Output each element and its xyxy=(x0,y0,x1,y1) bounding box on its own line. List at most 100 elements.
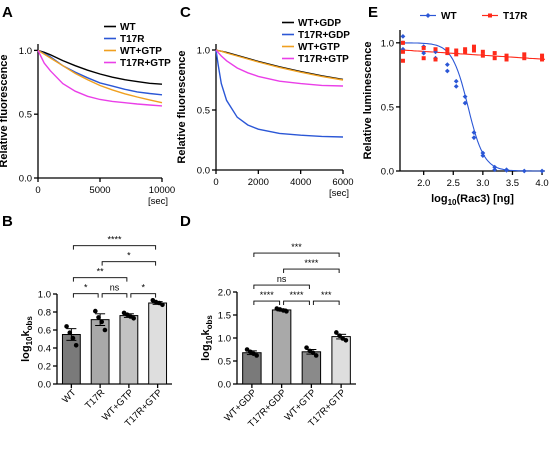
y-tick-label: 1.0 xyxy=(381,38,394,49)
x-axis-unit: [sec] xyxy=(148,196,168,207)
panel-letter-b: B xyxy=(2,213,13,230)
data-point-t17r xyxy=(504,53,509,58)
data-point-t17r xyxy=(492,56,497,61)
x-axis-title-log: log xyxy=(431,193,448,205)
legend-label-t17r: T17R xyxy=(120,34,145,45)
significance-bracket xyxy=(72,277,128,282)
significance-bracket xyxy=(130,293,157,298)
x-tick-label: 2.0 xyxy=(417,178,430,189)
replicate-point-wt xyxy=(73,343,79,348)
significance-bracket xyxy=(312,300,340,306)
x-axis-title-subscript: 10 xyxy=(448,198,457,207)
chart-e-relative-luminescence: 2.0 2.5 3.0 3.5 4.0 0.0 0.5 1.0 Relative lumines… xyxy=(362,11,549,207)
data-point-t17r xyxy=(463,47,468,52)
chart-c-relative-fluorescence: 0 2000 4000 6000 0.0 0.5 1.0 [sec] Relative fluo… xyxy=(176,18,354,199)
x-tick-label-t17r: T17R xyxy=(83,387,107,411)
panel-letter-c: C xyxy=(180,4,191,21)
bar-wt xyxy=(61,334,81,385)
y-axis-title: log10kobs xyxy=(200,315,214,361)
y-tick-label: 0.8 xyxy=(38,308,51,319)
fit-curve-t17r xyxy=(402,49,546,60)
x-tick-label: 3.0 xyxy=(476,178,489,189)
significance-label: **** xyxy=(304,258,319,268)
significance-bracket xyxy=(283,268,340,274)
legend-label-wt-plus-gtp: WT+GTP xyxy=(120,46,162,57)
x-tick-label: 3.5 xyxy=(506,178,519,189)
data-point-wt xyxy=(521,168,527,174)
data-point-t17r xyxy=(445,47,450,52)
data-point-wt xyxy=(444,68,450,74)
data-point-t17r xyxy=(492,51,497,56)
replicate-point-wt-plus-gtp xyxy=(304,345,309,350)
y-tick-label: 1.0 xyxy=(19,46,32,57)
bar-t17r-plus-gtp xyxy=(148,302,168,385)
y-axis-title: Relative fluorescence xyxy=(0,54,10,167)
y-tick-label: 1.0 xyxy=(218,334,231,345)
y-tick-label: 0.5 xyxy=(218,357,231,368)
significance-bracket xyxy=(101,293,128,298)
legend-label-wt-plus-gtp: WT+GTP xyxy=(298,42,340,53)
replicate-point-t17r xyxy=(93,308,98,314)
y-tick-label: 0.0 xyxy=(197,166,210,177)
data-point-wt xyxy=(539,168,545,174)
y-axis-title-part: 10 xyxy=(25,336,34,345)
data-point-wt xyxy=(480,153,486,159)
series-line-t17r xyxy=(37,49,163,96)
panel-letter-e: E xyxy=(368,4,378,21)
significance-bracket xyxy=(283,300,310,306)
significance-bracket xyxy=(253,300,281,306)
data-point-t17r xyxy=(400,58,405,63)
chart-d-log-kobs: 0.00.51.01.52.0log10kobsWT+GDPT17R+GDPWT… xyxy=(200,242,356,430)
significance-label: **** xyxy=(107,235,122,245)
x-tick-label: 0 xyxy=(35,185,40,196)
replicate-point-t17r-plus-gtp xyxy=(334,330,339,335)
bar-t17r-plus-gdp xyxy=(271,309,292,385)
legend-marker-wt xyxy=(425,13,431,18)
y-tick-label: 0.5 xyxy=(19,110,32,121)
data-point-wt xyxy=(471,130,477,135)
y-axis-title-part: k xyxy=(20,329,32,336)
series-line-wt-plus-gtp xyxy=(215,49,344,81)
data-point-wt xyxy=(480,150,486,156)
panel-letter-a: A xyxy=(2,4,13,21)
y-axis-title-part: obs xyxy=(25,316,34,331)
legend-label-wt: WT xyxy=(120,22,136,33)
legend-label-t17r: T17R xyxy=(503,11,528,22)
replicate-point-t17r-plus-gtp xyxy=(337,333,342,339)
data-point-t17r xyxy=(471,44,476,49)
data-point-t17r xyxy=(421,56,426,61)
replicate-point-t17r-plus-gdp xyxy=(284,309,289,314)
y-tick-label: 2.0 xyxy=(218,288,231,299)
x-tick-label-wt: WT xyxy=(60,387,78,405)
significance-bracket xyxy=(253,252,340,258)
chart-a-relative-fluorescence: 0 5000 10000 0.0 0.5 1.0 [sec] Relative fluores… xyxy=(0,22,175,207)
y-tick-label: 0.0 xyxy=(218,380,231,391)
data-point-wt xyxy=(400,34,406,39)
panel-letter-d: D xyxy=(180,213,191,230)
significance-bracket xyxy=(101,261,157,266)
data-point-t17r xyxy=(504,57,509,62)
data-point-wt xyxy=(492,167,498,173)
significance-label: *** xyxy=(321,290,332,300)
replicate-point-t17r-plus-gtp xyxy=(160,302,165,308)
x-tick-label: 2000 xyxy=(248,177,269,188)
data-point-t17r xyxy=(400,49,405,54)
data-point-t17r xyxy=(463,49,468,54)
legend-label-wt-plus-gdp: WT+GDP xyxy=(298,18,341,29)
series-line-wt-plus-gtp xyxy=(37,49,163,104)
data-point-t17r xyxy=(471,48,476,53)
y-axis-title: Relative fluorescence xyxy=(176,50,188,163)
replicate-point-wt xyxy=(67,330,73,336)
data-point-wt xyxy=(504,167,509,173)
y-axis-title-part: 10 xyxy=(205,335,214,344)
replicate-point-wt xyxy=(70,335,76,341)
y-tick-label: 0.6 xyxy=(38,326,51,337)
series-line-t17r-plus-gtp xyxy=(215,49,344,87)
x-axis-title-rest: (Rac3) [ng] xyxy=(456,193,514,205)
series-line-t17r-plus-gtp xyxy=(37,50,163,107)
data-point-t17r xyxy=(421,45,426,50)
y-axis-title-part: obs xyxy=(205,315,214,330)
data-point-t17r xyxy=(454,52,459,57)
data-point-wt xyxy=(462,100,468,106)
